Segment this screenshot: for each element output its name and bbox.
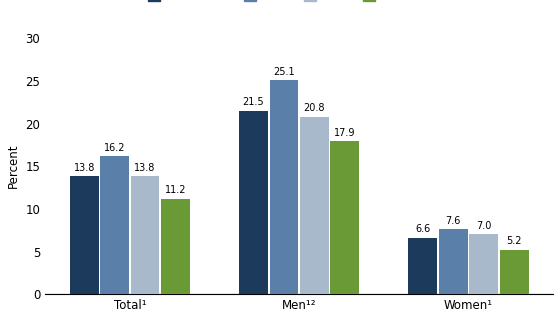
Text: 6.6: 6.6 <box>415 225 430 234</box>
Bar <box>70 176 99 294</box>
Bar <box>300 117 329 294</box>
Bar <box>439 229 468 294</box>
Text: 13.8: 13.8 <box>73 163 95 173</box>
Text: 17.9: 17.9 <box>334 128 356 138</box>
Bar <box>408 238 437 294</box>
Text: 13.8: 13.8 <box>134 163 156 173</box>
Text: 20.8: 20.8 <box>304 103 325 113</box>
Text: 25.1: 25.1 <box>273 67 295 77</box>
Text: 5.2: 5.2 <box>506 236 522 246</box>
Bar <box>469 234 498 294</box>
Text: 11.2: 11.2 <box>165 185 186 195</box>
Text: 7.0: 7.0 <box>476 221 491 231</box>
Text: 7.6: 7.6 <box>446 216 461 226</box>
Bar <box>130 176 160 294</box>
Bar <box>161 199 190 294</box>
Bar <box>239 111 268 294</box>
Bar <box>330 142 359 294</box>
Text: 21.5: 21.5 <box>242 97 264 108</box>
Text: 16.2: 16.2 <box>104 143 125 152</box>
Bar <box>100 156 129 294</box>
Bar <box>269 80 298 294</box>
Y-axis label: Percent: Percent <box>7 144 20 189</box>
Bar <box>500 250 529 294</box>
Legend: 20 and older, 20–39, 40–59, 60 and older: 20 and older, 20–39, 40–59, 60 and older <box>143 0 455 7</box>
